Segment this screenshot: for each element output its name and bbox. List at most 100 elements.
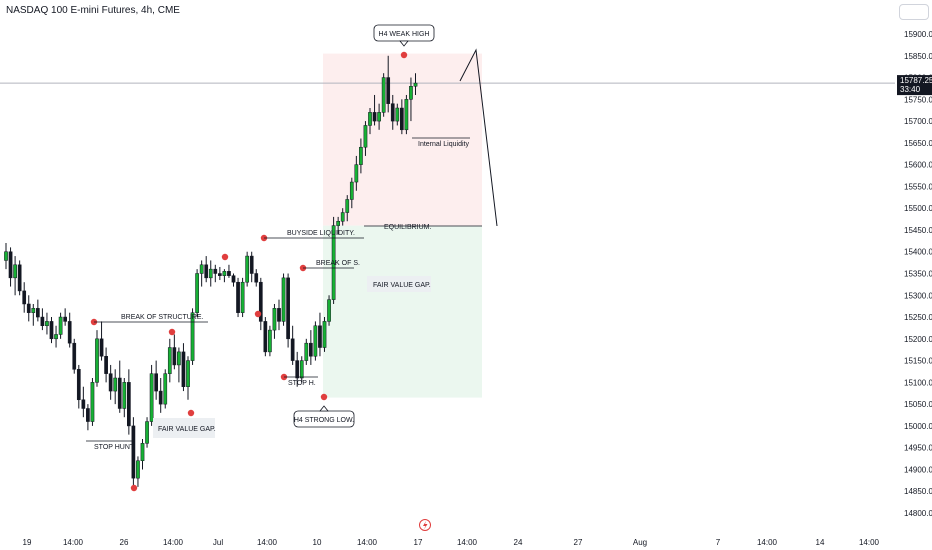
candle-body [40, 316, 45, 327]
candle-body [304, 342, 309, 361]
y-tick-label: 14850.00 [904, 487, 932, 496]
candle-body [354, 164, 359, 183]
weak-high-callout-text: H4 WEAK HIGH [379, 31, 430, 38]
candle-body [340, 212, 345, 222]
y-tick-label: 15250.00 [904, 313, 932, 322]
candle-body [313, 325, 318, 357]
fvg-box-upper [367, 276, 431, 292]
candle-body [131, 425, 136, 479]
y-tick-label: 15200.00 [904, 335, 932, 344]
candle-body [368, 112, 372, 126]
x-tick-label: 14:00 [457, 538, 478, 547]
candle-body [117, 377, 122, 409]
candle-body [281, 277, 286, 322]
candle-body [372, 112, 377, 122]
internal-liquidity-label: Internal Liquidity [418, 141, 469, 148]
x-tick-label: 24 [514, 538, 523, 547]
x-tick-label: 17 [414, 538, 423, 547]
candle-body [231, 275, 236, 283]
candle-body [359, 146, 363, 165]
candle-body [377, 112, 381, 122]
discount-zone [323, 225, 482, 398]
candle-body [99, 338, 104, 357]
candle-body [349, 181, 354, 200]
chart-toolbox-button[interactable] [899, 4, 929, 20]
x-tick-label: 14 [816, 538, 825, 547]
pivot-point [320, 393, 328, 401]
y-tick-label: 15400.00 [904, 248, 932, 257]
candle-body [409, 86, 413, 100]
candle-body [345, 199, 350, 213]
candle-body [158, 390, 163, 405]
y-tick-label: 14950.00 [904, 444, 932, 453]
candle-body [13, 264, 17, 279]
last-price-tag-bg [897, 75, 932, 96]
y-tick-label: 14800.00 [904, 509, 932, 518]
candle-body [290, 338, 295, 361]
candle-body [295, 360, 300, 379]
y-tick-label: 15150.00 [904, 357, 932, 366]
candle-body [49, 321, 54, 340]
y-tick-label: 14900.00 [904, 465, 932, 474]
candle-body [309, 342, 313, 357]
y-tick-label: 15300.00 [904, 291, 932, 300]
candle-body [227, 271, 231, 276]
strong-low-callout: H4 STRONG LOW. [293, 405, 355, 428]
x-tick-label: 14:00 [757, 538, 778, 547]
y-tick-label: 15350.00 [904, 270, 932, 279]
candle-body [4, 251, 8, 261]
fvg-box-lower [153, 418, 215, 438]
candle-body [331, 225, 336, 300]
x-tick-label: 7 [716, 538, 721, 547]
candle-body [390, 103, 395, 122]
candle-body [140, 443, 145, 461]
candle-body [136, 460, 140, 479]
fair-value-gap-label-upper: FAIR VALUE GAP. [373, 282, 431, 289]
x-tick-label: 14:00 [357, 538, 378, 547]
candle-body [36, 308, 40, 318]
lightning-icon[interactable] [419, 519, 431, 531]
candle-body [236, 281, 240, 313]
candle-body [54, 334, 58, 340]
candle-body [322, 321, 327, 348]
candle-body [22, 290, 27, 305]
x-tick-label: 14:00 [257, 538, 278, 547]
candle-body [245, 255, 250, 283]
candle-body [327, 299, 331, 322]
x-tick-label: 14:00 [859, 538, 880, 547]
candle-body [104, 355, 108, 374]
y-tick-label: 15750.00 [904, 95, 932, 104]
candle-body [8, 251, 13, 279]
candle-body [172, 347, 177, 366]
x-tick-label: 27 [574, 538, 583, 547]
candle-body [204, 264, 209, 279]
countdown-text: 33:40 [900, 85, 921, 94]
candle-body [286, 277, 290, 340]
candle-body [167, 347, 172, 374]
candle-body [381, 77, 386, 113]
x-tick-label: 26 [120, 538, 129, 547]
candle-body [222, 271, 227, 276]
strong-low-callout-pointer [319, 405, 329, 412]
candle-body [177, 351, 181, 366]
candle-body [127, 382, 131, 427]
strong-low-callout-text: H4 STRONG LOW. [294, 417, 354, 424]
weak-high-callout-pointer [399, 40, 409, 47]
pivot-point [168, 328, 176, 336]
candle-body [195, 273, 199, 313]
candle-body [400, 107, 404, 131]
y-tick-label: 15600.00 [904, 161, 932, 170]
candle-body [277, 308, 281, 322]
candle-body [72, 342, 77, 370]
stop-hunt-label: STOP HUNT. [94, 444, 135, 451]
candle-body [181, 351, 186, 387]
candles-group [4, 55, 418, 487]
y-tick-label: 15100.00 [904, 378, 932, 387]
candle-body [145, 421, 149, 444]
candle-body [190, 312, 195, 361]
lightning-icon-bolt [423, 521, 428, 530]
x-tick-label: Aug [633, 538, 647, 547]
candle-body [263, 321, 268, 353]
candle-body [186, 360, 190, 387]
